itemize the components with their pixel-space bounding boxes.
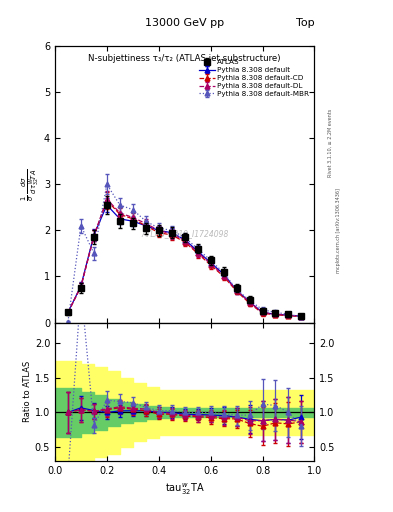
Y-axis label: Ratio to ATLAS: Ratio to ATLAS [23,361,32,422]
Legend: ATLAS, Pythia 8.308 default, Pythia 8.308 default-CD, Pythia 8.308 default-DL, P: ATLAS, Pythia 8.308 default, Pythia 8.30… [198,58,311,98]
Text: mcplots.cern.ch [arXiv:1306.3436]: mcplots.cern.ch [arXiv:1306.3436] [336,188,341,273]
Text: ATLAS_2019_I1724098: ATLAS_2019_I1724098 [141,229,228,239]
Text: 13000 GeV pp: 13000 GeV pp [145,18,224,28]
Text: N-subjettiness τ₃/τ₂ (ATLAS jet substructure): N-subjettiness τ₃/τ₂ (ATLAS jet substruc… [88,54,281,63]
X-axis label: tau$_{32}^{w}$TA: tau$_{32}^{w}$TA [165,481,204,497]
Y-axis label: $\frac{1}{\sigma}\,\frac{d\sigma}{d\,\tau_{32}^{W}\!TA}$: $\frac{1}{\sigma}\,\frac{d\sigma}{d\,\ta… [20,168,41,201]
Text: Rivet 3.1.10, ≥ 2.2M events: Rivet 3.1.10, ≥ 2.2M events [328,109,333,178]
Text: Top: Top [296,18,314,28]
